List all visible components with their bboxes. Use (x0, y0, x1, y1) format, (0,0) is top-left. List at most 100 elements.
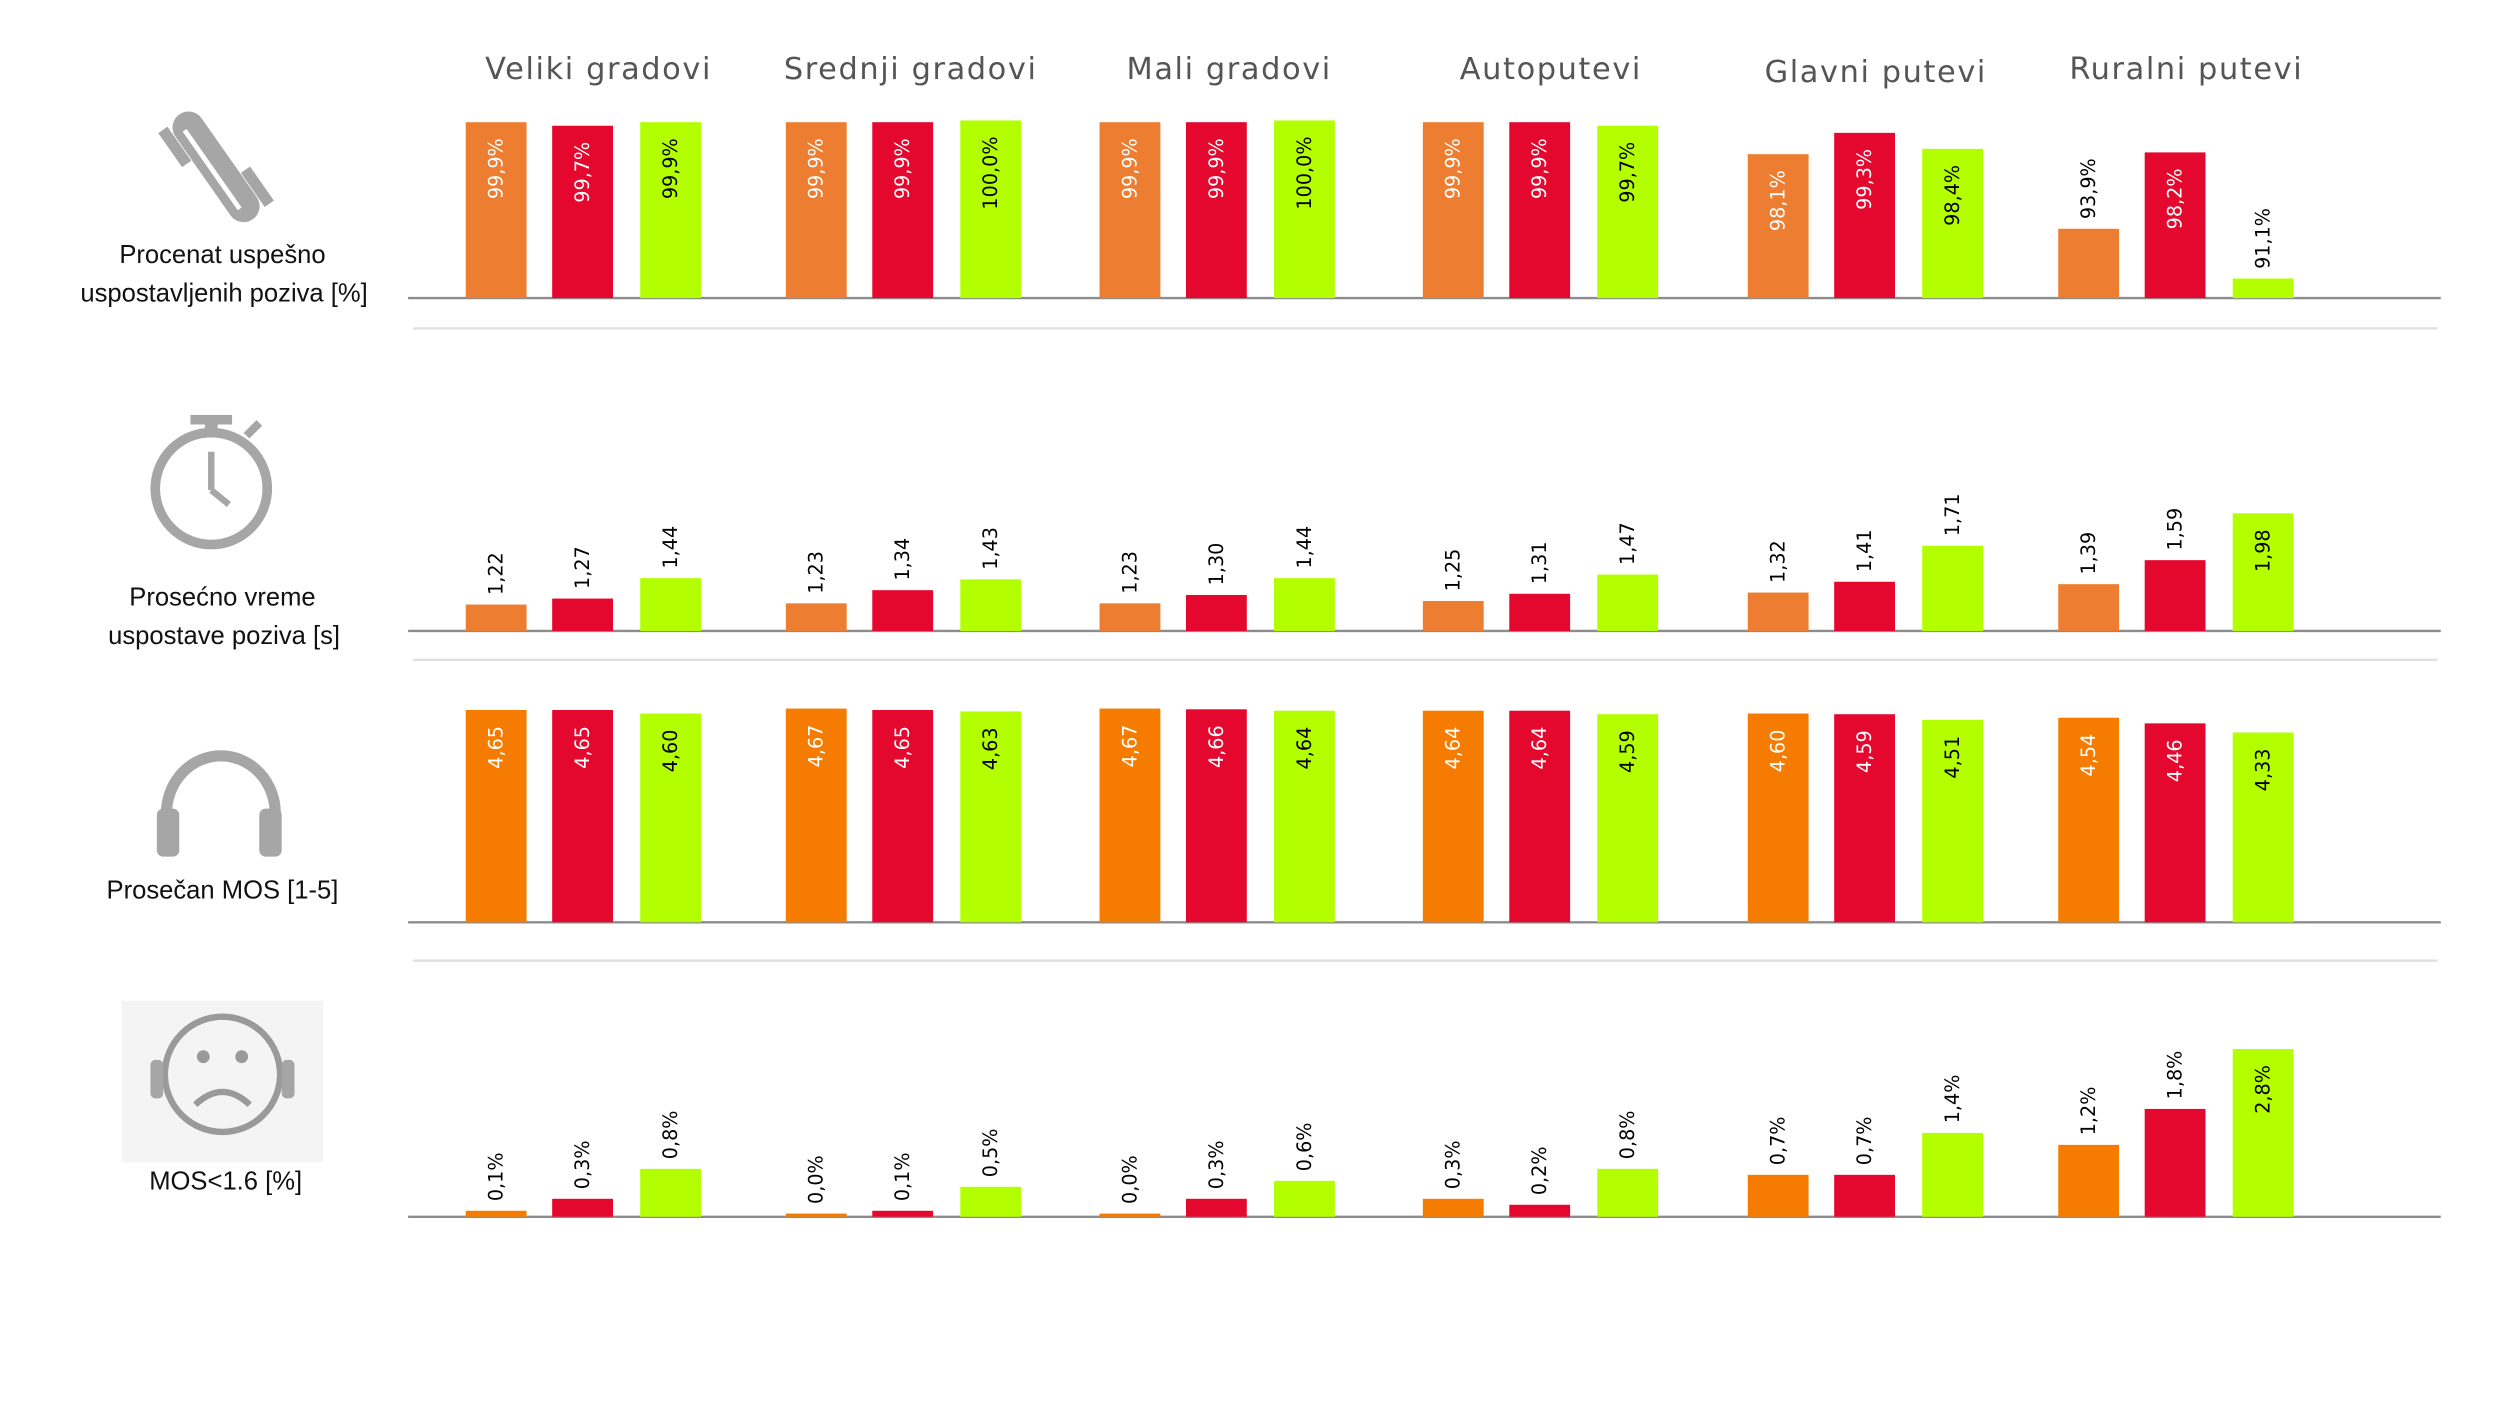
panel-2-label-line2: uspostave poziva [s] (108, 622, 340, 650)
bar (1834, 132, 1896, 299)
data-label: 4,67 (1118, 725, 1141, 768)
bar (1747, 592, 1809, 631)
data-label: 4,54 (2077, 734, 2100, 777)
data-label: 99,9% (805, 138, 828, 199)
data-label: 4,51 (1941, 736, 1964, 779)
bar (1922, 719, 1984, 923)
category-header: Mali gradovi (1127, 52, 1332, 87)
category-headers: Veliki gradovi Srednji gradovi Mali grad… (485, 52, 2302, 90)
bar (2144, 560, 2206, 631)
bar (2144, 1108, 2206, 1217)
data-label: 0,3% (1205, 1140, 1228, 1189)
bar (552, 1198, 613, 1217)
bar (785, 708, 847, 923)
data-label: 0,6% (1293, 1122, 1316, 1171)
data-label: 1,44 (659, 526, 682, 569)
data-label: 4,64 (1442, 727, 1465, 770)
bar (1922, 1132, 1984, 1217)
data-label: 1,98 (2252, 529, 2275, 572)
bars: 99,9% 99,9% 99,9% 99,9% 98,1% 93,9% 99,7% 99,9%… (408, 120, 2441, 1218)
data-label: 99,9% (1205, 138, 1228, 199)
data-label: 99,7% (1616, 142, 1639, 203)
stopwatch-icon (150, 414, 273, 550)
bar (1597, 125, 1659, 299)
bar (960, 579, 1022, 631)
data-label: 4,60 (1767, 730, 1790, 773)
bar (1274, 710, 1335, 923)
data-label: 4,65 (485, 726, 508, 769)
data-label: 1,8% (2163, 1051, 2186, 1100)
bar (1422, 1198, 1484, 1217)
category-header: Glavni putevi (1765, 55, 1987, 90)
data-label: 99,9% (1118, 138, 1141, 199)
bar (1509, 122, 1571, 299)
bar (2058, 584, 2120, 631)
data-label: 1,2% (2077, 1087, 2100, 1136)
bar (1422, 710, 1484, 923)
bar (465, 709, 527, 923)
data-label: 0,3% (571, 1140, 594, 1189)
data-label: 93,9% (2077, 158, 2100, 219)
data-label: 4,66 (1205, 725, 1228, 768)
panel-3-label: Prosečan MOS [1-5] (107, 876, 339, 904)
bar (2058, 717, 2120, 923)
bar (552, 598, 613, 631)
data-label: 1,34 (891, 538, 914, 581)
bar (2144, 723, 2206, 923)
headphones-icon (156, 750, 282, 857)
bar (2144, 152, 2206, 299)
bar (1509, 1204, 1571, 1217)
bar (872, 122, 934, 299)
data-label: 1,4% (1941, 1075, 1964, 1124)
data-label: 1,23 (1118, 551, 1141, 594)
data-label: 0,1% (485, 1152, 508, 1201)
data-label: 1,32 (1767, 540, 1790, 583)
data-label: 91,1% (2252, 208, 2275, 269)
bar (872, 1210, 934, 1217)
bar (1185, 709, 1247, 923)
data-label: 4,63 (979, 727, 1002, 770)
data-label: 1,25 (1442, 549, 1465, 592)
data-label: 0,0% (1118, 1155, 1141, 1204)
data-label: 0,7% (1853, 1116, 1876, 1165)
bar (1597, 574, 1659, 631)
data-label: 100,0% (1293, 136, 1316, 209)
data-label: 4,59 (1853, 730, 1876, 773)
data-label: 4,67 (805, 725, 828, 768)
bar (1274, 1180, 1335, 1217)
bar (785, 1213, 847, 1217)
data-label: 99,9% (891, 138, 914, 199)
bar (2232, 732, 2294, 923)
data-label: 0,3% (1442, 1140, 1465, 1189)
bar (1922, 148, 1984, 299)
data-label: 99,9% (1442, 138, 1465, 199)
panel-1-label-line1: Procenat uspešno (119, 241, 325, 269)
bar (1099, 708, 1161, 923)
data-label: 99,9% (659, 138, 682, 199)
bar (1509, 710, 1571, 923)
data-label: 4,46 (2163, 739, 2186, 782)
bar (1185, 594, 1247, 631)
data-label: 1,47 (1616, 522, 1639, 565)
bar (1922, 545, 1984, 631)
data-label: 99,3% (1853, 149, 1876, 210)
data-label: 1,43 (979, 527, 1002, 570)
bar (1597, 714, 1659, 923)
bar (1099, 1213, 1161, 1217)
bar (872, 590, 934, 631)
data-label: 0,8% (1616, 1110, 1639, 1159)
data-label: 0,8% (659, 1110, 682, 1159)
data-label: 1,30 (1205, 543, 1228, 586)
bar (1099, 603, 1161, 631)
bar (2232, 513, 2294, 631)
bar (1747, 713, 1809, 923)
bar (785, 603, 847, 631)
bar (2232, 1049, 2294, 1217)
bar (640, 122, 702, 299)
category-header: Veliki gradovi (485, 52, 712, 87)
bar (465, 604, 527, 631)
bar (1185, 122, 1247, 299)
data-label: 1,27 (571, 546, 594, 589)
bar (640, 1168, 702, 1217)
data-label: 99,7% (571, 142, 594, 203)
